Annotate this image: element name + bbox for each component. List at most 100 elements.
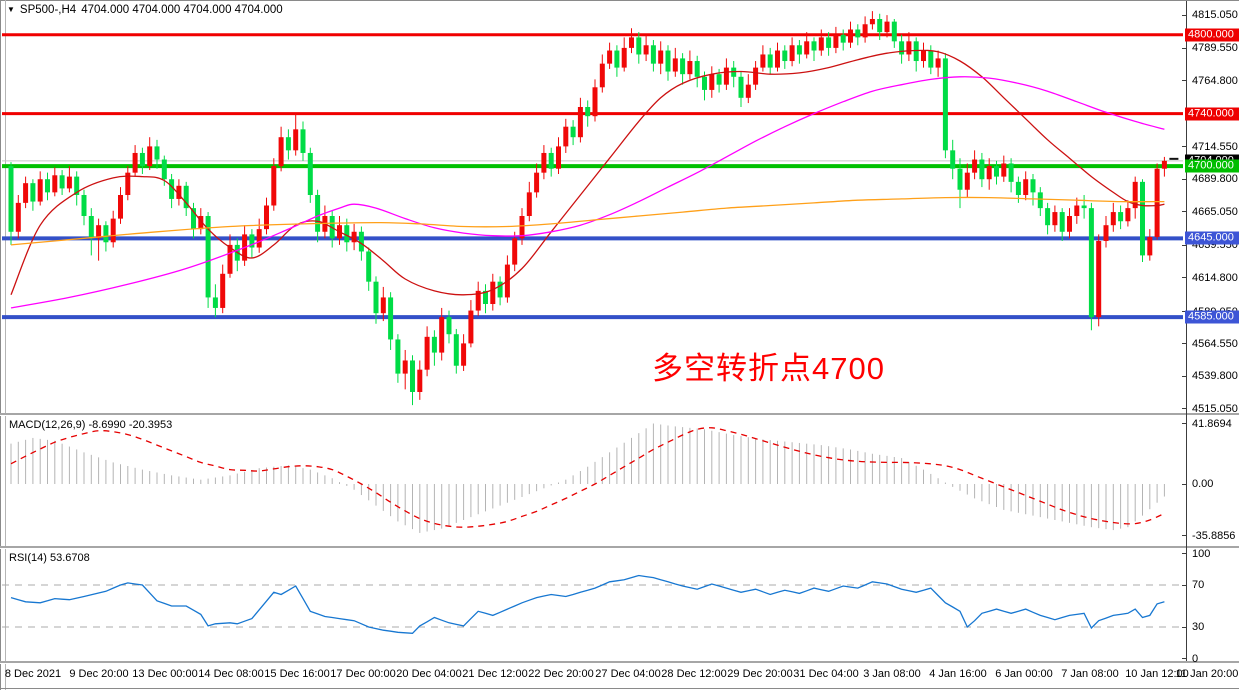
- candle-body: [643, 45, 649, 55]
- candle-body: [994, 166, 999, 177]
- candle-body: [278, 137, 284, 167]
- price-tick-label: 4764.800: [1192, 74, 1238, 87]
- candle-body: [585, 106, 591, 117]
- price-tick-label: 4689.800: [1192, 173, 1238, 186]
- candle-body: [1059, 212, 1065, 232]
- candle-body: [658, 50, 664, 64]
- candle-body: [1132, 181, 1138, 209]
- candle-body: [512, 238, 518, 265]
- main-chart-canvas[interactable]: [0, 0, 1239, 413]
- ma-mid-line: [10, 76, 1165, 309]
- ohlc-values: 4704.000 4704.000 4704.000 4704.000: [81, 4, 283, 16]
- macd-tick-mark: [1182, 535, 1187, 537]
- candle-body: [37, 179, 43, 202]
- candle-body: [519, 216, 525, 239]
- price-badge-4585: 4585.000: [1185, 310, 1239, 324]
- candle-body: [979, 159, 985, 180]
- rsi-canvas[interactable]: [0, 548, 1239, 661]
- candle-body: [760, 54, 766, 68]
- candle-body: [599, 63, 605, 88]
- panel-separator[interactable]: [0, 661, 1239, 664]
- candle-body: [862, 24, 868, 38]
- candle-body: [52, 175, 58, 193]
- price-tick-mark: [1182, 14, 1187, 16]
- candle-body: [205, 216, 211, 298]
- candle-body: [1103, 225, 1109, 241]
- candle-body: [88, 216, 94, 239]
- candle-body: [1030, 179, 1036, 193]
- macd-canvas[interactable]: [0, 415, 1239, 546]
- time-axis-label: 27 Dec 04:00: [595, 668, 661, 680]
- time-axis-label: 28 Dec 12:00: [661, 668, 727, 680]
- candle-body: [723, 67, 729, 85]
- candle-body: [629, 37, 634, 48]
- candle-body: [453, 334, 459, 366]
- price-tick-label: 4714.550: [1192, 140, 1238, 153]
- candle-body: [869, 19, 875, 25]
- candle-body: [380, 297, 386, 314]
- candle-body: [431, 336, 437, 353]
- candle-body: [15, 202, 21, 232]
- time-axis-label: 15 Dec 16:00: [264, 668, 330, 680]
- candle-body: [344, 225, 350, 243]
- rsi-line: [10, 574, 1165, 634]
- candle-body: [782, 50, 788, 62]
- candle-body: [775, 50, 780, 68]
- time-axis-label: 8 Dec 2021: [4, 668, 62, 680]
- candle-body: [8, 166, 14, 232]
- candle-body: [191, 208, 196, 230]
- candle-body: [680, 58, 686, 75]
- candle-body: [636, 37, 642, 55]
- candle-body: [212, 297, 218, 308]
- candle-body: [366, 251, 372, 282]
- candle-body: [942, 58, 948, 151]
- time-axis-label: 14 Dec 08:00: [198, 668, 264, 680]
- candle-body: [921, 50, 926, 62]
- candle-body: [833, 34, 839, 48]
- candle-body: [351, 231, 357, 243]
- macd-tick-label: -35.8856: [1192, 529, 1236, 542]
- candle-body: [665, 50, 671, 72]
- panel-separator[interactable]: [0, 546, 1239, 549]
- candle-body: [307, 152, 313, 195]
- time-axis-label: 11 Jan 20:00: [1175, 668, 1239, 680]
- candle-body: [30, 183, 36, 202]
- candle-body: [1140, 181, 1145, 256]
- candle-body: [1008, 163, 1014, 182]
- rsi-tick-label: 70: [1192, 579, 1205, 591]
- candle-body: [738, 76, 744, 98]
- candle-body: [614, 50, 620, 68]
- window-frame-left-inner: [5, 0, 6, 690]
- candle-body: [198, 216, 204, 230]
- candle-body: [1118, 212, 1124, 222]
- price-scale-border: [1186, 1, 1187, 661]
- candle-body: [1037, 192, 1043, 209]
- candle-body: [23, 183, 29, 203]
- candle-body: [1001, 163, 1007, 177]
- candle-body: [468, 310, 474, 344]
- panel-separator[interactable]: [0, 413, 1239, 416]
- chart-title-bar: ▼ SP500-,H4 4704.000 4704.000 4704.000 4…: [7, 4, 283, 16]
- window-frame-bottom: [0, 688, 1239, 689]
- candle-body: [249, 234, 255, 248]
- candle-body: [154, 146, 160, 160]
- time-axis-label: 10 Jan 12:00: [1125, 668, 1189, 680]
- candle-body: [1096, 240, 1102, 318]
- candle-body: [753, 67, 759, 85]
- candle-body: [548, 152, 554, 169]
- symbol-dropdown-icon[interactable]: ▼: [7, 5, 15, 14]
- time-axis-label: 17 Dec 00:00: [330, 668, 396, 680]
- price-tick-mark: [1182, 343, 1187, 345]
- macd-tick-mark: [1182, 483, 1187, 485]
- candle-body: [928, 50, 934, 68]
- ma-slow-line: [10, 196, 1165, 246]
- window-frame-left-outer: [0, 0, 1, 690]
- macd-label: MACD(12,26,9) -8.6990 -20.3953: [9, 419, 173, 431]
- price-tick-label: 4515.050: [1192, 402, 1238, 415]
- time-axis-label: 4 Jan 16:00: [929, 668, 987, 680]
- time-axis-label: 9 Dec 20:00: [69, 668, 129, 680]
- price-tick-label: 4789.550: [1192, 42, 1238, 55]
- candle-body: [1074, 205, 1080, 217]
- candle-body: [81, 194, 87, 217]
